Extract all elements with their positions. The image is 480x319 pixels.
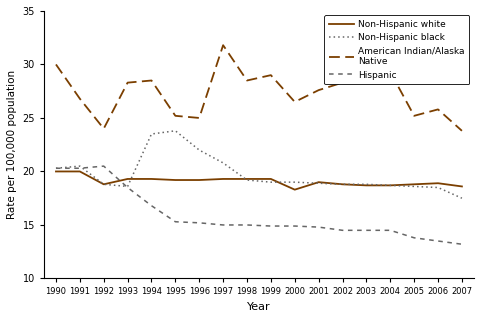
American Indian/Alaska
Native xyxy=(124,81,130,85)
Non-Hispanic black xyxy=(220,161,226,165)
Non-Hispanic white xyxy=(220,177,226,181)
Non-Hispanic white xyxy=(77,169,83,173)
Hispanic xyxy=(363,228,369,232)
American Indian/Alaska
Native xyxy=(315,88,321,92)
American Indian/Alaska
Native xyxy=(148,78,154,82)
Non-Hispanic black xyxy=(267,180,273,184)
Non-Hispanic black xyxy=(77,164,83,168)
American Indian/Alaska
Native xyxy=(363,78,369,82)
Non-Hispanic white xyxy=(410,182,416,186)
American Indian/Alaska
Native xyxy=(220,43,226,47)
Non-Hispanic black xyxy=(386,183,392,187)
Non-Hispanic black xyxy=(148,132,154,136)
Non-Hispanic white xyxy=(315,180,321,184)
American Indian/Alaska
Native xyxy=(410,114,416,118)
Hispanic xyxy=(220,223,226,227)
Y-axis label: Rate per 100,000 population: Rate per 100,000 population xyxy=(7,70,17,219)
Hispanic xyxy=(124,186,130,189)
Hispanic xyxy=(434,239,440,243)
Hispanic xyxy=(291,224,297,228)
Hispanic xyxy=(267,224,273,228)
Non-Hispanic white xyxy=(386,183,392,187)
Non-Hispanic black xyxy=(291,180,297,184)
Hispanic xyxy=(244,223,250,227)
Hispanic xyxy=(101,164,107,168)
Non-Hispanic black xyxy=(244,178,250,182)
Non-Hispanic white xyxy=(148,177,154,181)
Non-Hispanic black xyxy=(196,148,202,152)
Hispanic xyxy=(315,225,321,229)
Line: Non-Hispanic white: Non-Hispanic white xyxy=(56,171,461,190)
American Indian/Alaska
Native xyxy=(196,116,202,120)
Non-Hispanic white xyxy=(291,188,297,192)
American Indian/Alaska
Native xyxy=(244,78,250,82)
American Indian/Alaska
Native xyxy=(53,63,59,66)
American Indian/Alaska
Native xyxy=(172,114,178,118)
Hispanic xyxy=(53,166,59,170)
American Indian/Alaska
Native xyxy=(77,97,83,100)
American Indian/Alaska
Native xyxy=(458,129,464,133)
Non-Hispanic white xyxy=(101,182,107,186)
American Indian/Alaska
Native xyxy=(101,127,107,130)
Non-Hispanic white xyxy=(267,177,273,181)
Non-Hispanic white xyxy=(124,177,130,181)
Non-Hispanic black xyxy=(101,182,107,186)
Non-Hispanic white xyxy=(363,183,369,187)
Hispanic xyxy=(172,220,178,224)
Non-Hispanic white xyxy=(458,184,464,188)
Hispanic xyxy=(77,166,83,170)
Non-Hispanic white xyxy=(172,178,178,182)
Non-Hispanic white xyxy=(244,177,250,181)
Non-Hispanic black xyxy=(53,166,59,170)
Line: Hispanic: Hispanic xyxy=(56,166,461,244)
American Indian/Alaska
Native xyxy=(267,73,273,77)
Non-Hispanic black xyxy=(363,182,369,186)
Hispanic xyxy=(148,204,154,208)
Legend: Non-Hispanic white, Non-Hispanic black, American Indian/Alaska
Native, Hispanic: Non-Hispanic white, Non-Hispanic black, … xyxy=(324,15,468,85)
Non-Hispanic black xyxy=(458,196,464,200)
Hispanic xyxy=(339,228,345,232)
Hispanic xyxy=(386,228,392,232)
Non-Hispanic black xyxy=(434,186,440,189)
Line: American Indian/Alaska
Native: American Indian/Alaska Native xyxy=(56,45,461,131)
American Indian/Alaska
Native xyxy=(339,81,345,85)
Line: Non-Hispanic black: Non-Hispanic black xyxy=(56,131,461,198)
Non-Hispanic black xyxy=(172,129,178,133)
Hispanic xyxy=(458,242,464,246)
Non-Hispanic white xyxy=(434,181,440,185)
Non-Hispanic white xyxy=(196,178,202,182)
Hispanic xyxy=(410,236,416,240)
American Indian/Alaska
Native xyxy=(386,70,392,74)
Non-Hispanic black xyxy=(315,181,321,185)
Non-Hispanic black xyxy=(124,184,130,188)
American Indian/Alaska
Native xyxy=(434,108,440,111)
American Indian/Alaska
Native xyxy=(291,100,297,104)
X-axis label: Year: Year xyxy=(247,302,270,312)
Non-Hispanic white xyxy=(53,169,59,173)
Non-Hispanic black xyxy=(410,184,416,188)
Non-Hispanic black xyxy=(339,182,345,186)
Non-Hispanic white xyxy=(339,182,345,186)
Hispanic xyxy=(196,221,202,225)
